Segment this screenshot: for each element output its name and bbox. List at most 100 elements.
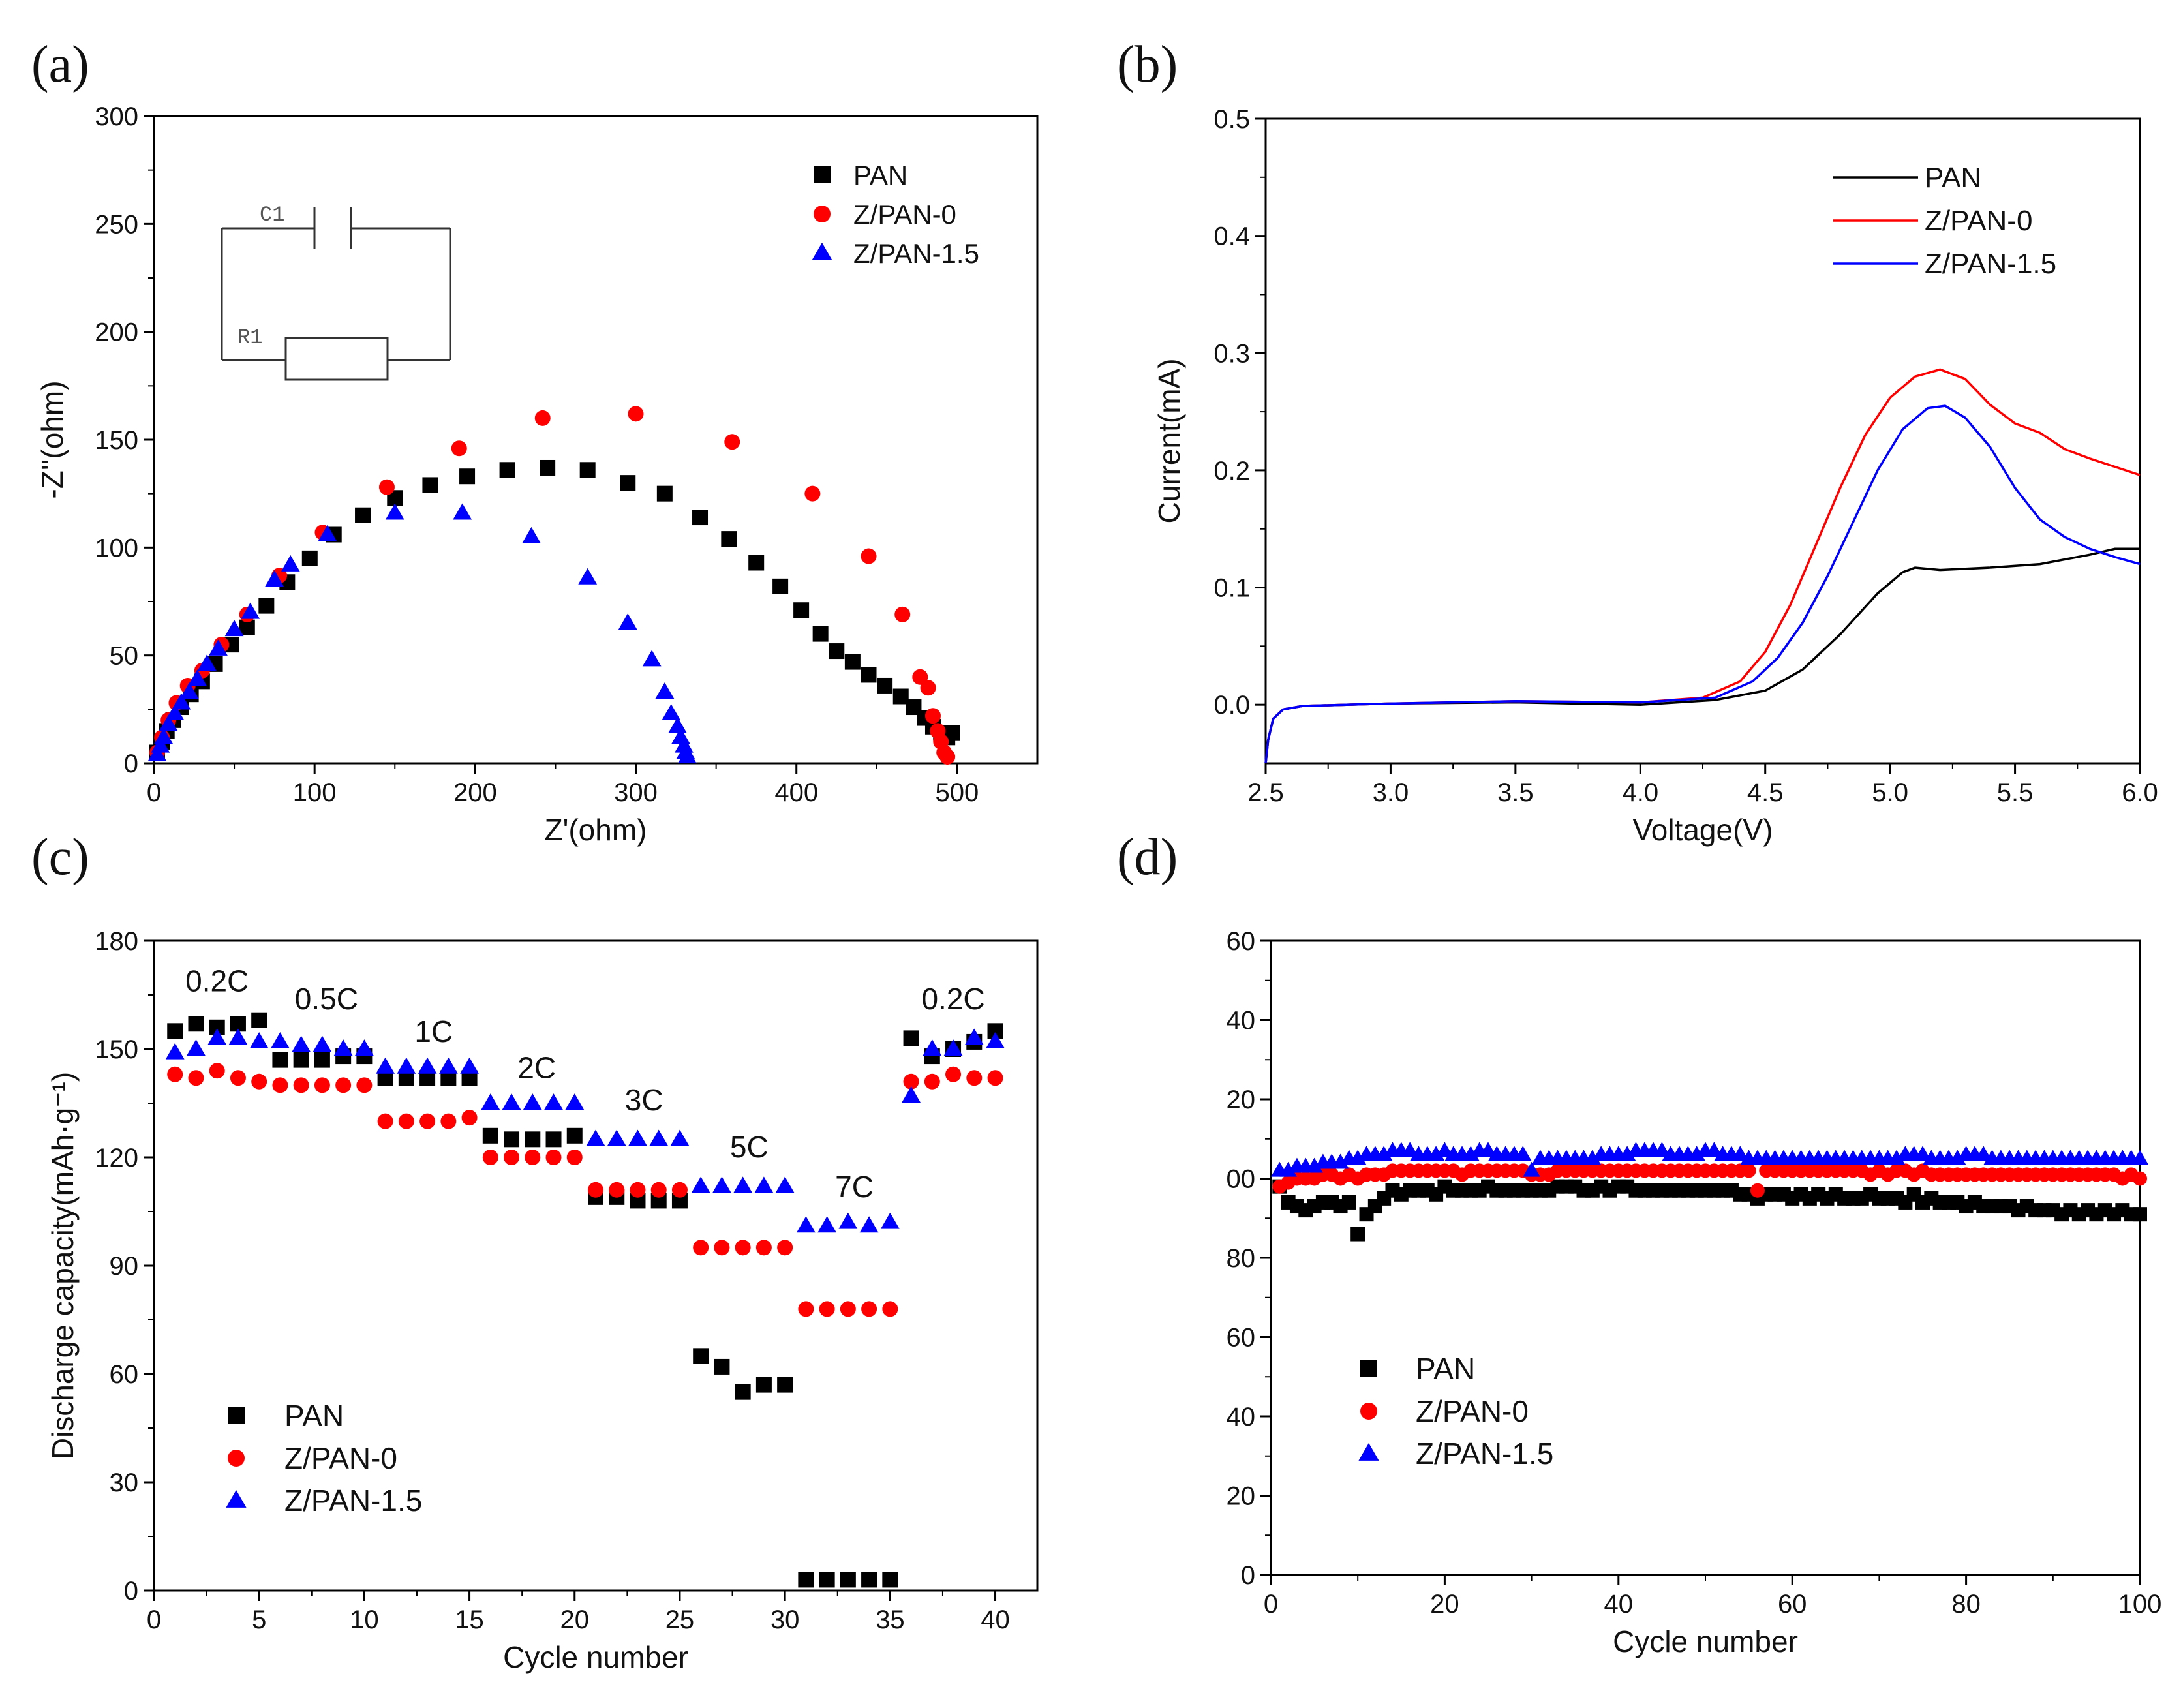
data-point bbox=[525, 1150, 541, 1165]
panel-label-a: (a) bbox=[31, 36, 89, 93]
legend-marker bbox=[226, 1489, 247, 1508]
data-point bbox=[461, 1110, 478, 1126]
data-point bbox=[545, 1150, 562, 1165]
data-point bbox=[798, 1301, 814, 1317]
data-point bbox=[1479, 1142, 1497, 1157]
data-point bbox=[459, 468, 476, 485]
data-point bbox=[1462, 1146, 1480, 1161]
data-point bbox=[692, 510, 709, 526]
data-point bbox=[721, 531, 737, 547]
data-point bbox=[840, 1572, 856, 1588]
data-point bbox=[272, 1077, 288, 1093]
data-point bbox=[880, 1212, 900, 1229]
data-point bbox=[377, 1113, 393, 1129]
data-point bbox=[230, 1070, 246, 1086]
x-tick-label: 5.0 bbox=[1872, 778, 1908, 807]
x-tick-label: 4.0 bbox=[1622, 778, 1658, 807]
x-tick-label: 10 bbox=[350, 1606, 379, 1634]
data-point bbox=[1583, 1150, 1602, 1165]
data-point bbox=[504, 1150, 520, 1165]
data-point bbox=[920, 680, 936, 696]
data-point bbox=[482, 1150, 498, 1165]
data-point bbox=[755, 1377, 772, 1393]
data-point bbox=[966, 1070, 983, 1086]
x-tick-label: 6.0 bbox=[2122, 778, 2158, 807]
data-point bbox=[755, 1240, 772, 1256]
data-point bbox=[772, 578, 789, 594]
legend: PAN Z/PAN-0 Z/PAN-1.5 bbox=[226, 1399, 422, 1517]
series-z-pan-1-5 bbox=[147, 503, 697, 764]
legend-label: Z/PAN-0 bbox=[284, 1441, 397, 1475]
rate-annotation: 7C bbox=[835, 1170, 874, 1204]
data-point bbox=[894, 606, 911, 622]
x-tick-label: 60 bbox=[1778, 1590, 1807, 1619]
data-point bbox=[1375, 1146, 1393, 1161]
x-tick-label: 300 bbox=[614, 778, 658, 807]
y-tick-label: 150 bbox=[95, 426, 138, 455]
legend-marker bbox=[1360, 1360, 1377, 1377]
data-point bbox=[251, 1012, 267, 1028]
rate-annotation: 3C bbox=[625, 1083, 663, 1117]
data-point bbox=[188, 1016, 204, 1032]
rate-annotation: 0.5C bbox=[295, 982, 358, 1016]
data-point bbox=[670, 1129, 690, 1146]
data-point bbox=[964, 1028, 984, 1045]
data-point bbox=[882, 1572, 898, 1588]
panel-label-c: (c) bbox=[31, 829, 89, 886]
legend: PAN Z/PAN-0 Z/PAN-1.5 bbox=[812, 160, 979, 269]
data-point bbox=[579, 462, 596, 478]
data-point bbox=[987, 1070, 1003, 1086]
data-point bbox=[903, 1073, 919, 1090]
plot-frame bbox=[1270, 939, 2141, 1576]
data-point bbox=[618, 613, 637, 630]
y-tick-label: 0.1 bbox=[1213, 574, 1250, 603]
series-z-pan-1-5 bbox=[165, 1028, 1005, 1233]
y-tick-label: 0.5 bbox=[1213, 105, 1250, 134]
data-point bbox=[167, 1066, 183, 1082]
data-point bbox=[228, 1028, 248, 1045]
data-point bbox=[165, 1043, 185, 1060]
data-point bbox=[1279, 1161, 1297, 1177]
data-point bbox=[258, 598, 275, 614]
data-point bbox=[355, 507, 371, 523]
data-point bbox=[354, 1039, 374, 1056]
legend-marker bbox=[814, 206, 831, 222]
data-point bbox=[293, 1077, 309, 1093]
data-point bbox=[1688, 1146, 1705, 1161]
x-tick-label: 4.5 bbox=[1747, 778, 1784, 807]
x-tick-label: 3.5 bbox=[1497, 778, 1534, 807]
y-tick-label: 0 bbox=[124, 750, 138, 778]
data-point bbox=[628, 1129, 647, 1146]
y-axis-label: -Z''(ohm) bbox=[35, 380, 69, 498]
series-z-pan-0 bbox=[1272, 1163, 2147, 1198]
data-point bbox=[1914, 1146, 1932, 1161]
data-point bbox=[838, 1212, 858, 1229]
data-point bbox=[649, 1129, 669, 1146]
data-point bbox=[735, 1240, 751, 1256]
y-tick-label: 50 bbox=[110, 642, 139, 671]
y-tick-label: 80 bbox=[1227, 1244, 1256, 1273]
data-point bbox=[693, 1348, 709, 1364]
data-point bbox=[1705, 1142, 1723, 1157]
data-point bbox=[397, 1057, 416, 1074]
data-point bbox=[356, 1077, 373, 1093]
data-point bbox=[179, 682, 199, 699]
data-point bbox=[265, 570, 284, 587]
data-point bbox=[912, 669, 928, 685]
legend-label: Z/PAN-1.5 bbox=[1416, 1437, 1553, 1471]
resistor bbox=[284, 337, 389, 381]
data-point bbox=[733, 1176, 753, 1193]
y-tick-label: 0 bbox=[124, 1577, 138, 1606]
y-tick-label: 40 bbox=[1227, 1007, 1256, 1035]
data-point bbox=[522, 526, 541, 543]
data-point bbox=[677, 747, 697, 764]
series-pan bbox=[1272, 1179, 2147, 1242]
data-point bbox=[502, 1093, 521, 1110]
x-axis-label: Cycle number bbox=[503, 1640, 688, 1674]
data-point bbox=[1731, 1146, 1749, 1161]
panel-a-impedance-plot: 0 100 200 300 400 500 0 50 100 150 200 250 300 Z'(ohm… bbox=[35, 102, 1039, 847]
y-tick-label: 40 bbox=[1227, 1403, 1256, 1431]
rate-annotation: 0.2C bbox=[921, 982, 984, 1016]
data-point bbox=[986, 1032, 1005, 1049]
